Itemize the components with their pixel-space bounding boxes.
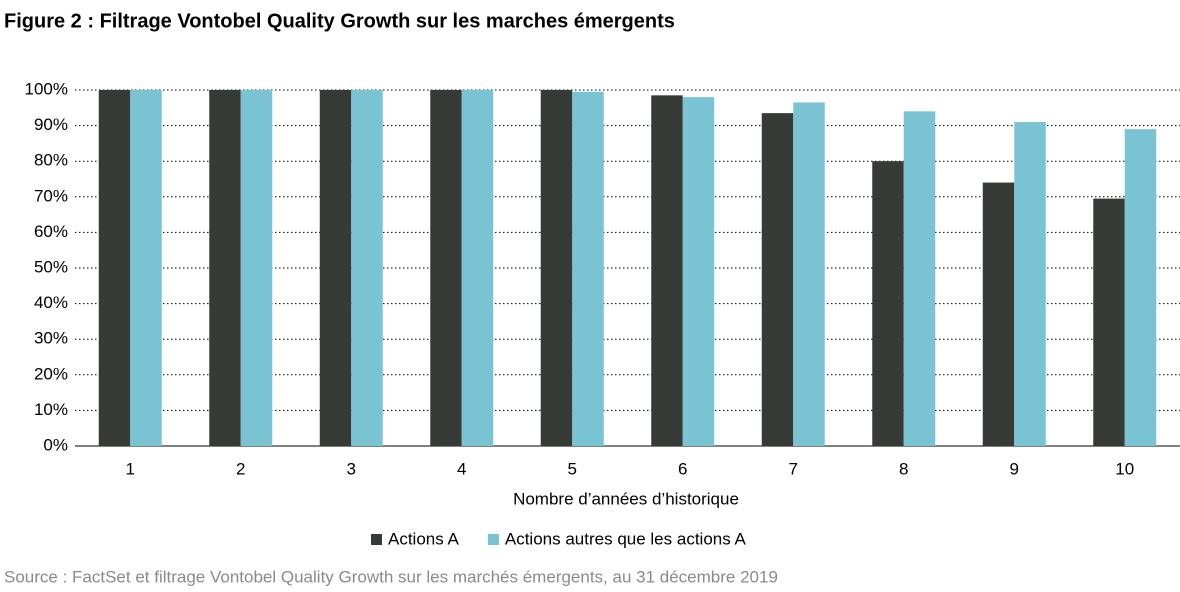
source-note: Source : FactSet et filtrage Vontobel Qu… — [4, 567, 778, 586]
bar — [430, 90, 462, 446]
y-tick-label: 10% — [34, 400, 68, 419]
x-tick-label: 8 — [899, 459, 908, 478]
bar — [982, 182, 1015, 446]
x-tick-label: 9 — [1010, 459, 1019, 478]
bar — [351, 90, 383, 446]
bar — [1124, 129, 1157, 446]
bar — [572, 91, 604, 446]
bar — [872, 161, 904, 446]
x-tick-label: 3 — [347, 459, 356, 478]
bar — [682, 97, 715, 447]
y-tick-label: 70% — [34, 186, 68, 205]
x-tick-label: 7 — [789, 459, 798, 478]
legend-label: Actions autres que les actions A — [505, 529, 747, 548]
bar — [761, 113, 794, 446]
x-tick-label: 1 — [126, 459, 135, 478]
x-tick-label: 5 — [568, 459, 577, 478]
x-tick-label: 2 — [236, 459, 245, 478]
bar — [1093, 198, 1125, 446]
bar — [651, 95, 683, 446]
y-tick-label: 40% — [34, 293, 68, 312]
bar — [540, 90, 573, 446]
y-tick-label: 80% — [34, 151, 68, 170]
bar — [903, 111, 936, 447]
x-tick-label: 10 — [1115, 459, 1134, 478]
y-tick-label: 50% — [34, 257, 68, 276]
bar — [319, 90, 352, 446]
bar — [209, 90, 241, 446]
bar — [98, 90, 131, 446]
bar — [1014, 122, 1046, 446]
legend-swatch — [487, 534, 499, 545]
legend-label: Actions A — [388, 529, 460, 548]
x-tick-label: 6 — [678, 459, 687, 478]
y-tick-label: 20% — [34, 364, 68, 383]
bar — [240, 90, 273, 446]
bar — [130, 90, 162, 446]
x-tick-label: 4 — [457, 459, 466, 478]
bar — [461, 90, 494, 446]
y-tick-label: 60% — [34, 222, 68, 241]
y-tick-label: 30% — [34, 329, 68, 348]
y-tick-label: 90% — [34, 115, 68, 134]
legend-swatch — [371, 534, 382, 545]
chart-title: Figure 2 : Filtrage Vontobel Quality Gro… — [4, 10, 675, 32]
y-tick-label: 0% — [43, 435, 68, 454]
x-axis-title: Nombre d’années d’historique — [513, 489, 739, 508]
y-tick-label: 100% — [25, 79, 68, 98]
bar — [793, 102, 825, 447]
